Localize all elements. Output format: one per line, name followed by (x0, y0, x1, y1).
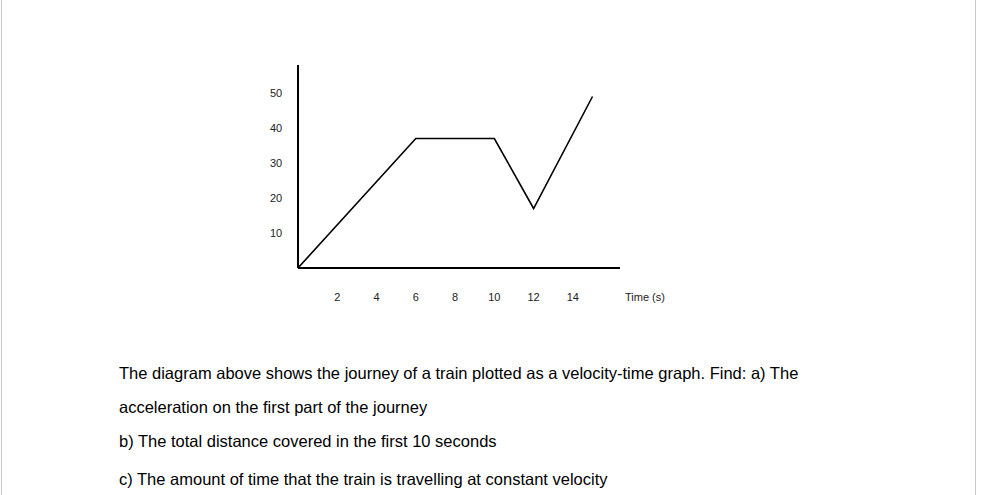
question-line: c) The amount of time that the train is … (119, 470, 608, 488)
y-tick-label: 50 (270, 87, 282, 99)
page-border (1, 0, 2, 495)
question-line: The diagram above shows the journey of a… (119, 364, 798, 382)
x-tick-label: 8 (452, 291, 458, 303)
canvas: 10 20 30 40 50 2 4 6 8 10 12 14 Time (s) The diagram … (0, 0, 984, 495)
x-axis (298, 267, 620, 269)
y-tick-label: 40 (270, 122, 282, 134)
x-tick-label: 6 (413, 291, 419, 303)
x-tick-label: 10 (488, 291, 500, 303)
page-border (975, 0, 976, 495)
x-tick-label: 2 (334, 291, 340, 303)
x-tick-label: 4 (373, 291, 379, 303)
y-tick-label: 10 (270, 227, 282, 239)
question-line: acceleration on the first part of the jo… (119, 398, 428, 416)
y-tick-label: 20 (270, 192, 282, 204)
x-tick-label: 14 (567, 291, 579, 303)
y-tick-label: 30 (270, 157, 282, 169)
x-tick-label: 12 (527, 291, 539, 303)
plot-group (298, 97, 593, 269)
x-axis-label: Time (s) (625, 291, 665, 303)
velocity-line (298, 97, 593, 269)
question-line: b) The total distance covered in the fir… (119, 432, 497, 450)
y-axis (297, 65, 299, 268)
